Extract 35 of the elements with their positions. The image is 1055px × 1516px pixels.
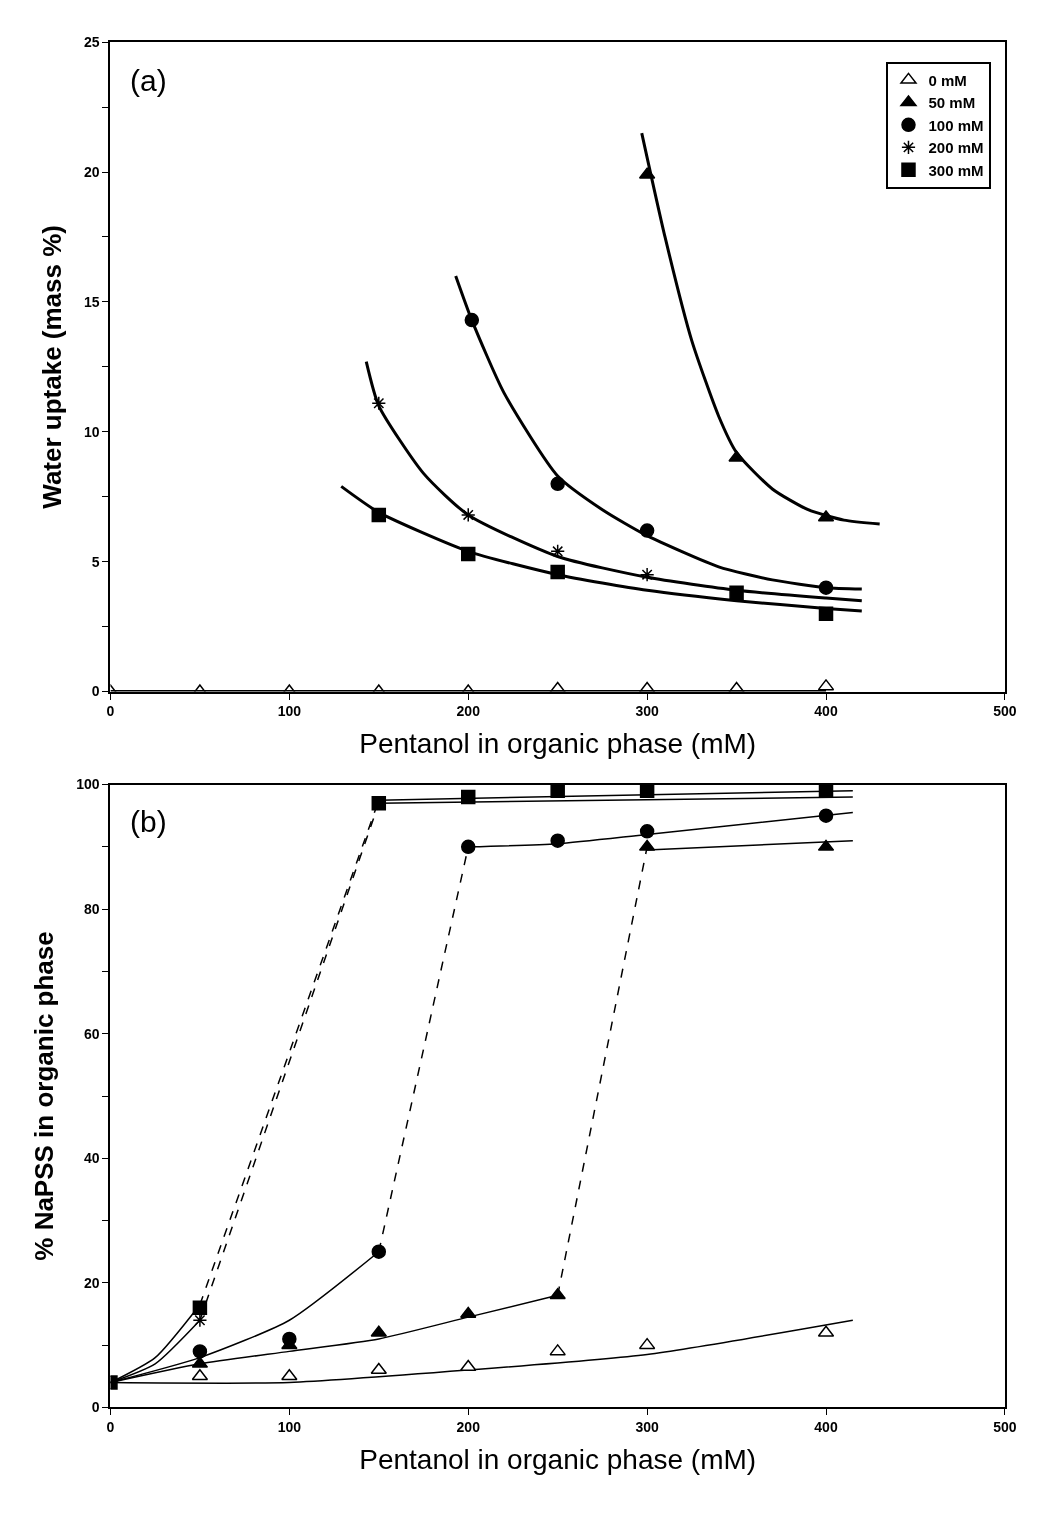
- y-tick-label: 80: [84, 901, 100, 918]
- legend-label: 100 mM: [928, 116, 984, 134]
- x-axis-title: Pentanol in organic phase (mM): [359, 727, 757, 759]
- legend-label: 50 mM: [928, 94, 976, 112]
- x-tick-label: 300: [635, 703, 660, 720]
- legend-label: 200 mM: [928, 139, 984, 157]
- y-tick-label: 15: [84, 293, 100, 310]
- x-tick-label: 100: [277, 703, 302, 720]
- x-tick-label: 0: [106, 1419, 115, 1436]
- y-axis-title: Water uptake (mass %): [36, 225, 67, 509]
- x-tick-label: 300: [635, 1419, 660, 1436]
- y-tick-label: 0: [91, 683, 100, 700]
- y-tick-label: 10: [84, 423, 100, 440]
- y-tick-label: 20: [84, 1274, 100, 1291]
- y-tick-label: 100: [76, 776, 100, 793]
- legend-label: 0 mM: [928, 71, 967, 89]
- x-tick-label: 200: [456, 1419, 481, 1436]
- x-tick-label: 400: [814, 703, 838, 720]
- x-tick-label: 200: [456, 703, 481, 720]
- y-tick-label: 0: [91, 1399, 100, 1416]
- y-tick-label: 5: [91, 553, 100, 570]
- y-tick-label: 40: [84, 1150, 100, 1167]
- y-tick-label: 25: [84, 34, 100, 51]
- x-tick-label: 500: [993, 703, 1017, 720]
- y-tick-label: 60: [84, 1025, 100, 1042]
- y-axis-title: % NaPSS in organic phase: [29, 931, 60, 1261]
- legend-label: 300 mM: [928, 161, 984, 179]
- x-tick-label: 500: [993, 1419, 1017, 1436]
- x-tick-label: 400: [814, 1419, 838, 1436]
- x-tick-label: 100: [277, 1419, 302, 1436]
- y-tick-label: 20: [84, 163, 100, 180]
- x-tick-label: 0: [106, 703, 115, 720]
- x-axis-title: Pentanol in organic phase (mM): [359, 1443, 757, 1475]
- annotation: (b): [130, 805, 167, 838]
- annotation: (a): [130, 64, 167, 97]
